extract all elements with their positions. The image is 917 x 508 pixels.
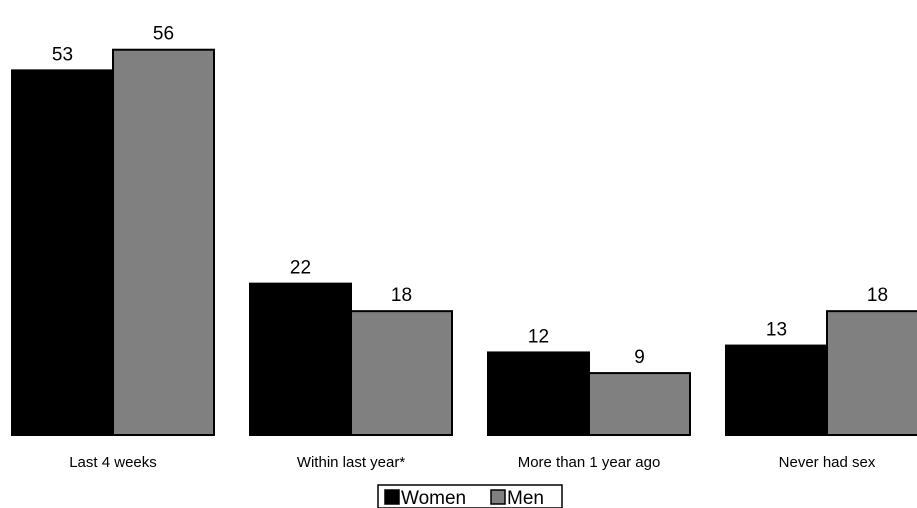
category-axis-labels: Last 4 weeks Within last year* More than 1… [69, 454, 876, 471]
legend: Women Men [377, 484, 563, 508]
legend-swatch-men [490, 489, 506, 505]
bar-men-more-than-1-year-ago [588, 372, 691, 436]
data-label-women-last-4-weeks: 53 [52, 44, 73, 65]
data-label-women-never-had-sex: 13 [766, 320, 787, 341]
data-label-men-never-had-sex: 18 [867, 285, 888, 306]
data-label-women-more-than-1-year-ago: 12 [528, 326, 549, 347]
legend-label-men: Men [507, 488, 544, 508]
bar-men-within-last-year [350, 310, 453, 436]
legend-swatch-women [384, 489, 400, 505]
bar-women-last-4-weeks [11, 69, 114, 437]
category-label-within-last-year: Within last year* [297, 454, 406, 471]
bar-women-more-than-1-year-ago [487, 351, 590, 436]
plot-area: 53 56 22 18 12 9 13 18 [11, 24, 917, 437]
bar-men-last-4-weeks [112, 48, 215, 436]
data-label-women-within-last-year: 22 [290, 258, 311, 279]
data-label-men-within-last-year: 18 [391, 285, 412, 306]
bar-women-never-had-sex [725, 344, 828, 436]
category-label-more-than-1-year-ago: More than 1 year ago [518, 454, 661, 471]
category-label-last-4-weeks: Last 4 weeks [69, 454, 157, 471]
bar-women-within-last-year [249, 282, 352, 437]
data-label-men-more-than-1-year-ago: 9 [634, 347, 645, 368]
bar-men-never-had-sex [826, 310, 917, 436]
legend-frame [377, 484, 563, 508]
category-label-never-had-sex: Never had sex [779, 454, 876, 471]
data-label-men-last-4-weeks: 56 [153, 24, 174, 45]
legend-label-women: Women [401, 488, 466, 508]
